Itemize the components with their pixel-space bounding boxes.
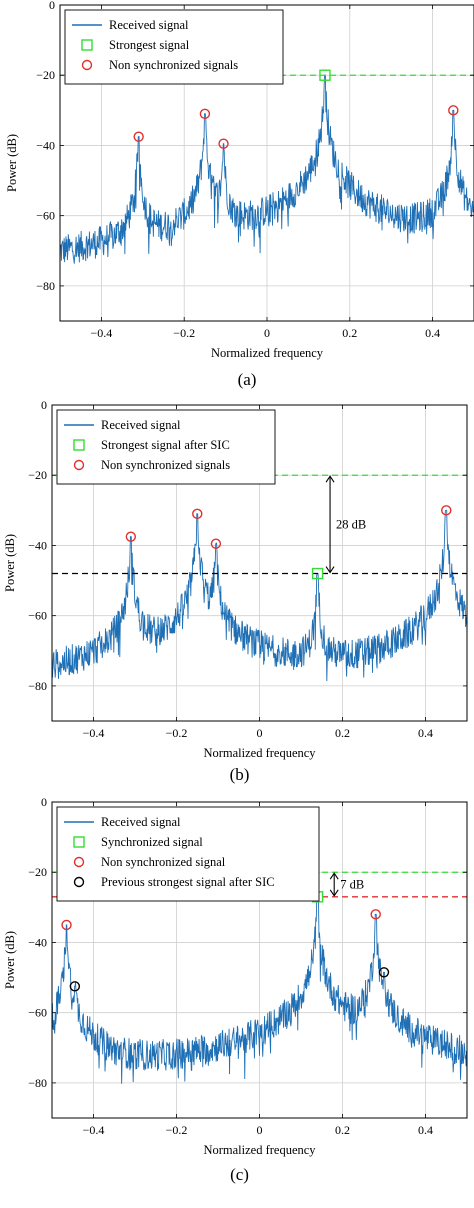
x-tick-label: 0	[264, 326, 270, 340]
x-tick-label: 0.4	[418, 726, 433, 740]
circle-marker	[448, 105, 459, 116]
y-tick-label: 0	[41, 398, 47, 412]
legend-entry-label: Non synchronized signals	[101, 458, 230, 472]
x-tick-label: 0.2	[335, 1123, 350, 1137]
y-tick-label: −60	[28, 609, 47, 623]
square-marker	[319, 69, 331, 81]
y-axis-label: Power (dB)	[3, 931, 17, 989]
panel-caption: (a)	[238, 370, 257, 389]
legend-box	[56, 409, 276, 485]
y-tick-label: 0	[41, 795, 47, 809]
panel-caption: (c)	[230, 1165, 249, 1184]
y-tick-label: −40	[28, 935, 47, 949]
received-signal-line	[52, 896, 467, 1084]
panel-caption: (b)	[230, 765, 250, 784]
square-marker	[311, 567, 324, 580]
x-tick-label: −0.4	[83, 1123, 105, 1137]
annotation-arrow-head	[325, 475, 335, 483]
legend-square-swatch	[73, 836, 85, 848]
x-tick-label: −0.2	[166, 726, 188, 740]
annotation-label: 28 dB	[336, 517, 366, 531]
x-tick-label: −0.2	[173, 326, 195, 340]
x-tick-label: 0.4	[418, 1123, 433, 1137]
circle-marker	[370, 909, 381, 920]
x-axis-label: Normalized frequency	[203, 746, 316, 760]
legend-circle-swatch	[73, 856, 85, 868]
circle-marker	[133, 131, 144, 142]
legend-entry-label: Previous strongest signal after SIC	[101, 875, 275, 889]
y-tick-label: −40	[36, 138, 55, 152]
circle-marker	[218, 138, 229, 149]
circle-marker	[378, 967, 390, 978]
chart-panel-b: 28 dB −0.4 −0.2 0 0.2 0.4 0 −20 −40 −60 −80 Normali…	[3, 398, 468, 784]
circle-marker	[199, 108, 211, 120]
x-tick-label: 0.2	[335, 726, 350, 740]
x-tick-label: 0.2	[342, 326, 357, 340]
annotation-label: 7 dB	[340, 878, 364, 892]
y-tick-label: −80	[28, 679, 47, 693]
received-signal-line	[60, 74, 474, 264]
legend: Received signal Strongest signal after SI…	[56, 409, 276, 485]
chart-panel-c: 7 dB −0.4 −0.2 0 0.2 0.4 0 −20 −40 −60 −80 Normaliz…	[3, 795, 468, 1184]
received-signal-line	[52, 509, 467, 681]
x-axis-label: Normalized frequency	[203, 1143, 316, 1157]
circle-marker	[192, 508, 203, 520]
legend-square-swatch	[73, 439, 85, 451]
legend-entry-label: Received signal	[101, 815, 181, 829]
legend-entry-label: Strongest signal	[109, 38, 190, 52]
annotation-arrow-head	[325, 566, 335, 574]
circle-marker	[61, 919, 72, 931]
x-axis-label: Normalized frequency	[211, 346, 324, 360]
circle-marker	[441, 505, 452, 516]
y-tick-label: 0	[49, 0, 55, 12]
legend-circle-swatch	[81, 59, 93, 71]
legend-entry-label: Non synchronized signals	[109, 58, 238, 72]
legend-entry-label: Received signal	[109, 18, 189, 32]
y-tick-label: −20	[28, 865, 47, 879]
x-tick-label: 0.4	[425, 326, 440, 340]
legend-entry-label: Non synchronized signal	[101, 855, 226, 869]
x-tick-label: −0.2	[166, 1123, 188, 1137]
y-tick-label: −40	[28, 538, 47, 552]
y-tick-label: −20	[36, 68, 55, 82]
y-axis-label: Power (dB)	[3, 534, 17, 592]
legend-circle-swatch	[73, 876, 85, 888]
y-tick-label: −80	[28, 1076, 47, 1090]
legend: Received signal Synchronized signal Non sy…	[56, 806, 320, 902]
x-tick-label: 0	[257, 726, 263, 740]
x-tick-label: −0.4	[83, 726, 105, 740]
y-tick-label: −80	[36, 279, 55, 293]
x-tick-label: 0	[257, 1123, 263, 1137]
y-tick-label: −20	[28, 468, 47, 482]
legend-box	[56, 806, 320, 902]
y-axis-label: Power (dB)	[5, 134, 19, 192]
annotation-arrow-head	[329, 889, 339, 897]
legend-box	[64, 9, 284, 85]
y-tick-label: −60	[36, 209, 55, 223]
circle-marker	[210, 538, 222, 549]
legend-entry-label: Synchronized signal	[101, 835, 203, 849]
legend-entry-label: Received signal	[101, 418, 181, 432]
circle-marker	[69, 981, 81, 992]
legend-entry-label: Strongest signal after SIC	[101, 438, 230, 452]
annotation-arrow-head	[329, 872, 339, 880]
circle-marker	[125, 531, 137, 542]
legend-circle-swatch	[73, 459, 85, 471]
chart-panel-a: −0.4 −0.2 0 0.2 0.4 0 −20 −40 −60 −80 Normalized f…	[5, 0, 474, 389]
y-tick-label: −60	[28, 1006, 47, 1020]
legend-square-swatch	[81, 39, 93, 51]
legend: Received signal Strongest signal Non synch…	[64, 9, 284, 85]
x-tick-label: −0.4	[91, 326, 113, 340]
